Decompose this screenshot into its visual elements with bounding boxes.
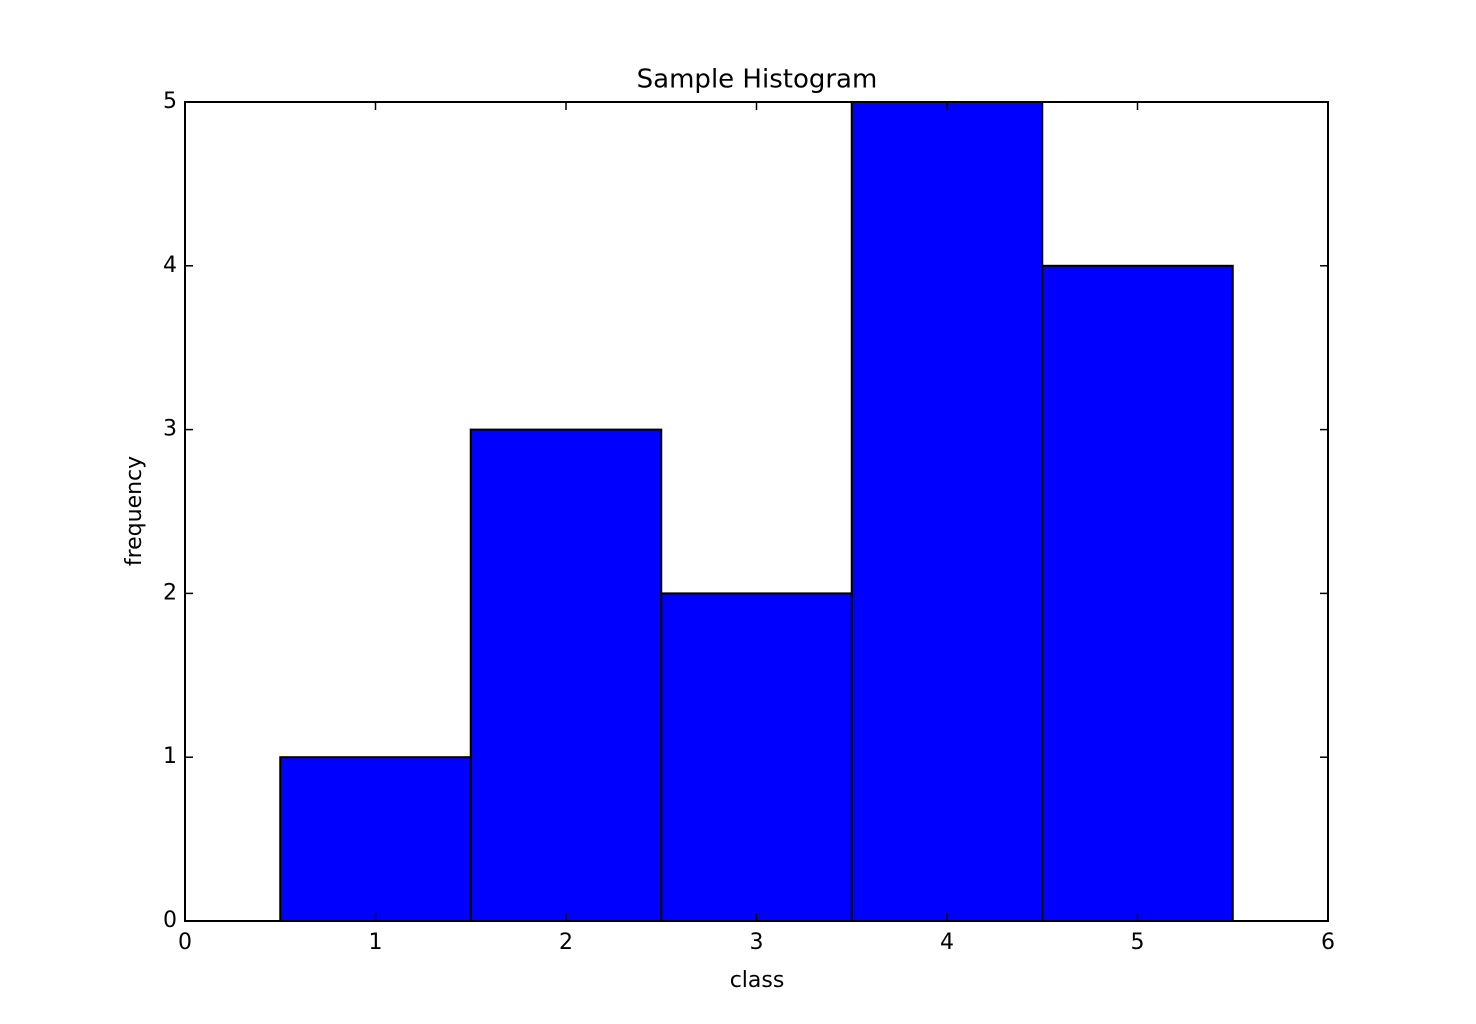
y-tick-label: 0	[163, 908, 177, 933]
plot-frame	[184, 101, 1329, 922]
y-tick-label: 1	[163, 744, 177, 769]
histogram-bar	[1041, 264, 1234, 922]
x-tick-label: 2	[559, 930, 573, 955]
y-axis-label: frequency	[122, 456, 147, 566]
x-tick-label: 3	[750, 930, 764, 955]
y-tick-label: 2	[163, 580, 177, 605]
histogram-bar	[660, 592, 853, 923]
y-tick-label: 3	[163, 417, 177, 442]
x-tick-label: 4	[940, 930, 954, 955]
histogram-bar	[469, 428, 663, 922]
histogram-bar	[279, 756, 472, 923]
chart-title: Sample Histogram	[637, 65, 878, 95]
histogram-bar	[850, 101, 1044, 922]
x-tick-label: 0	[178, 930, 192, 955]
y-tick-label: 4	[163, 253, 177, 278]
x-tick-label: 1	[369, 930, 383, 955]
x-tick-label: 6	[1321, 930, 1335, 955]
x-tick-label: 5	[1131, 930, 1145, 955]
x-axis-label: class	[730, 968, 785, 993]
y-tick-label: 5	[163, 89, 177, 114]
